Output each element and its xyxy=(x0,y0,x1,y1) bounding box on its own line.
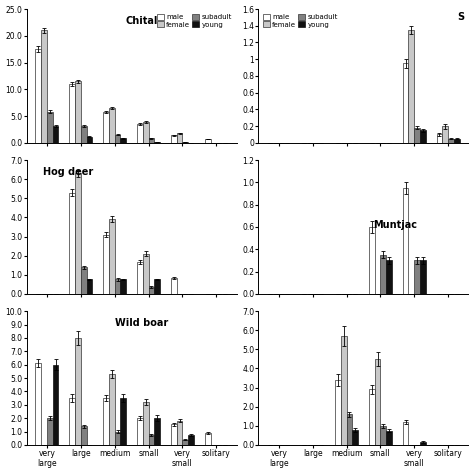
Bar xyxy=(420,130,426,143)
Bar xyxy=(87,280,92,294)
Bar xyxy=(109,374,115,445)
Bar xyxy=(448,138,454,143)
Bar xyxy=(352,429,358,445)
Bar xyxy=(409,30,414,143)
Bar xyxy=(137,418,143,445)
Bar xyxy=(335,380,341,445)
Bar xyxy=(81,426,87,445)
Bar xyxy=(420,442,426,445)
Bar xyxy=(205,433,210,445)
Bar xyxy=(75,173,81,294)
Bar xyxy=(182,439,188,445)
Text: S: S xyxy=(457,12,464,22)
Bar xyxy=(177,421,182,445)
Text: Muntjac: Muntjac xyxy=(373,220,417,230)
Bar xyxy=(69,192,75,294)
Bar xyxy=(155,280,160,294)
Bar xyxy=(182,142,188,143)
Bar xyxy=(442,126,448,143)
Bar xyxy=(103,235,109,294)
Bar xyxy=(380,426,386,445)
Bar xyxy=(148,138,155,143)
Bar xyxy=(53,126,58,143)
Bar xyxy=(341,336,346,445)
Bar xyxy=(386,430,392,445)
Bar xyxy=(374,359,380,445)
Bar xyxy=(171,424,177,445)
Bar xyxy=(75,81,81,143)
Bar xyxy=(386,260,392,294)
Bar xyxy=(205,139,210,143)
Bar xyxy=(69,84,75,143)
Bar xyxy=(120,398,126,445)
Bar xyxy=(109,108,115,143)
Bar xyxy=(437,135,442,143)
Bar xyxy=(403,188,409,294)
Legend: male, female, subadult, young: male, female, subadult, young xyxy=(156,12,233,29)
Text: Hog deer: Hog deer xyxy=(44,167,94,177)
Bar xyxy=(155,418,160,445)
Bar xyxy=(47,418,53,445)
Bar xyxy=(115,135,120,143)
Bar xyxy=(414,128,420,143)
Bar xyxy=(420,260,426,294)
Bar xyxy=(137,124,143,143)
Bar xyxy=(81,267,87,294)
Bar xyxy=(47,112,53,143)
Bar xyxy=(171,278,177,294)
Bar xyxy=(120,280,126,294)
Legend: male, female, subadult, young: male, female, subadult, young xyxy=(262,12,339,29)
Bar xyxy=(137,262,143,294)
Bar xyxy=(369,390,374,445)
Bar xyxy=(148,435,155,445)
Bar xyxy=(148,287,155,294)
Text: Chital: Chital xyxy=(126,16,158,26)
Bar xyxy=(115,280,120,294)
Bar xyxy=(143,122,148,143)
Bar xyxy=(403,422,409,445)
Bar xyxy=(36,49,41,143)
Bar xyxy=(143,402,148,445)
Bar xyxy=(143,254,148,294)
Bar xyxy=(171,135,177,143)
Text: Wild boar: Wild boar xyxy=(116,318,169,328)
Bar xyxy=(403,64,409,143)
Bar xyxy=(120,138,126,143)
Bar xyxy=(414,260,420,294)
Bar xyxy=(177,133,182,143)
Bar xyxy=(87,137,92,143)
Bar xyxy=(103,112,109,143)
Bar xyxy=(75,338,81,445)
Bar xyxy=(115,431,120,445)
Bar xyxy=(454,138,460,143)
Bar xyxy=(109,219,115,294)
Bar xyxy=(369,227,374,294)
Bar xyxy=(41,30,47,143)
Bar xyxy=(155,142,160,143)
Bar xyxy=(81,126,87,143)
Bar xyxy=(188,435,194,445)
Bar xyxy=(346,414,352,445)
Bar xyxy=(103,398,109,445)
Bar xyxy=(53,365,58,445)
Bar xyxy=(69,398,75,445)
Bar xyxy=(380,255,386,294)
Bar xyxy=(36,363,41,445)
